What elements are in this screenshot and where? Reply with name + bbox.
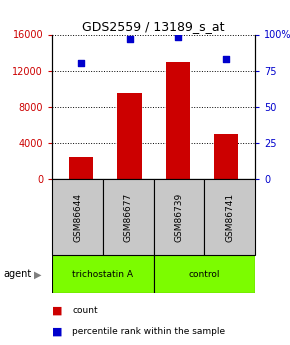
Point [79, 61, 84, 66]
Text: ■: ■ [52, 326, 63, 336]
Text: count: count [72, 306, 98, 315]
Title: GDS2559 / 13189_s_at: GDS2559 / 13189_s_at [82, 20, 225, 33]
Point [224, 56, 229, 62]
Bar [103, 179, 154, 255]
Bar [52, 179, 103, 255]
Bar [214, 134, 238, 179]
Text: agent: agent [3, 269, 31, 279]
Text: GSM86741: GSM86741 [225, 193, 234, 242]
Text: trichostatin A: trichostatin A [72, 270, 133, 279]
Point [127, 36, 132, 42]
Text: GSM86677: GSM86677 [124, 193, 133, 242]
Point [175, 34, 180, 40]
Text: control: control [189, 270, 220, 279]
Bar [154, 255, 255, 293]
Text: ■: ■ [52, 306, 63, 315]
Bar [117, 93, 142, 179]
Bar [52, 255, 154, 293]
Text: GSM86739: GSM86739 [175, 193, 184, 242]
Text: ▶: ▶ [34, 269, 41, 279]
Text: GSM86644: GSM86644 [73, 193, 82, 242]
Bar [154, 179, 204, 255]
Text: percentile rank within the sample: percentile rank within the sample [72, 327, 226, 336]
Bar [204, 179, 255, 255]
Bar [69, 157, 93, 179]
Bar [166, 62, 190, 179]
